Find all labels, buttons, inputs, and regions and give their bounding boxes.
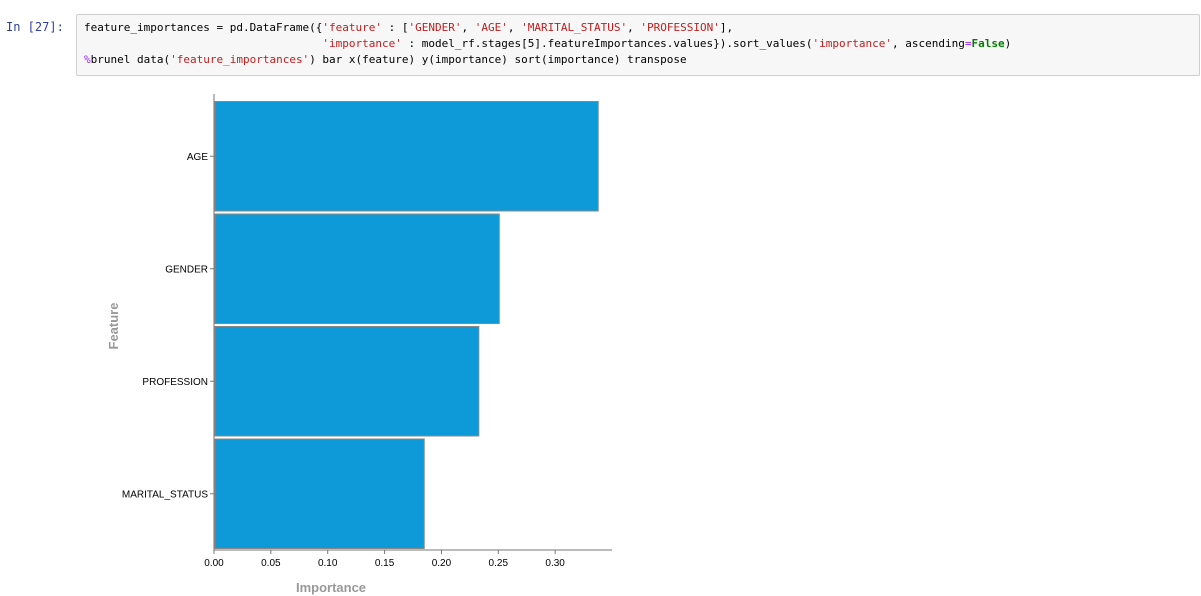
bar-gender	[214, 213, 500, 324]
x-tick-label: 0.25	[489, 558, 509, 569]
cell-output: AGE GENDER PROFESSION MARITAL_STATUS 0.00 0.…	[76, 82, 636, 596]
x-tick-label: 0.00	[204, 558, 224, 569]
y-tick-label: PROFESSION	[142, 377, 208, 388]
code-cell-input[interactable]: feature_importances = pd.DataFrame({'fea…	[76, 14, 1200, 76]
code-text: feature_importances = pd.DataFrame({'fea…	[84, 21, 1012, 66]
feature-importance-chart: AGE GENDER PROFESSION MARITAL_STATUS 0.00 0.…	[106, 94, 612, 595]
cell-prompt: In [27]:	[6, 20, 64, 34]
y-tick-label: GENDER	[165, 264, 208, 275]
x-tick-label: 0.05	[261, 558, 281, 569]
bar-marital_status	[214, 438, 425, 549]
y-axis-title: Feature	[106, 303, 121, 350]
x-tick-label: 0.20	[432, 558, 452, 569]
bar-age	[214, 101, 599, 212]
x-tick-label: 0.30	[545, 558, 565, 569]
y-tick-label: AGE	[187, 152, 208, 163]
x-axis-title: Importance	[296, 580, 366, 595]
x-tick-label: 0.10	[318, 558, 338, 569]
x-tick-label: 0.15	[375, 558, 395, 569]
bar-profession	[214, 326, 480, 437]
y-tick-label: MARITAL_STATUS	[122, 489, 208, 500]
